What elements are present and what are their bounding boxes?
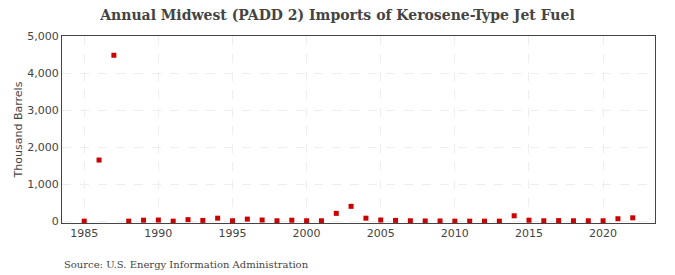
svg-text:1995: 1995	[218, 227, 246, 240]
svg-text:2020: 2020	[589, 227, 617, 240]
svg-text:0: 0	[52, 215, 59, 228]
svg-text:5,000: 5,000	[27, 30, 59, 43]
svg-text:1985: 1985	[70, 227, 98, 240]
svg-text:4,000: 4,000	[27, 67, 59, 80]
svg-text:2005: 2005	[367, 227, 395, 240]
svg-text:2000: 2000	[293, 227, 321, 240]
svg-text:Thousand Barrels: Thousand Barrels	[12, 81, 25, 178]
svg-text:Source: U.S. Energy Informatio: Source: U.S. Energy Information Administ…	[64, 259, 309, 270]
svg-text:3,000: 3,000	[27, 104, 59, 117]
svg-text:1990: 1990	[144, 227, 172, 240]
svg-text:1,000: 1,000	[27, 178, 59, 191]
svg-text:2010: 2010	[441, 227, 469, 240]
svg-text:Annual Midwest (PADD 2) Import: Annual Midwest (PADD 2) Imports of Keros…	[99, 7, 575, 23]
svg-text:2,000: 2,000	[27, 141, 59, 154]
svg-text:2015: 2015	[515, 227, 543, 240]
